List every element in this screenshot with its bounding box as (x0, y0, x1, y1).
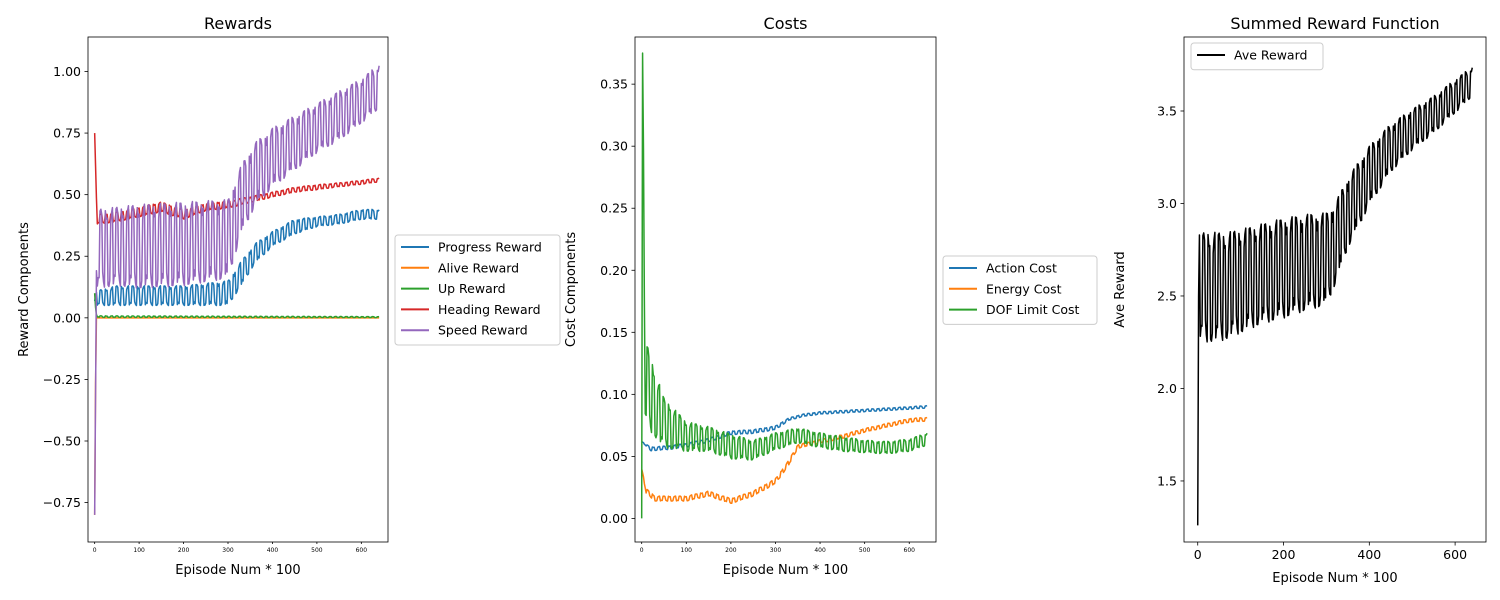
y-tick-label: 2.0 (1157, 381, 1177, 396)
x-tick-label: 0 (640, 547, 644, 554)
chart-title: Costs (764, 14, 808, 33)
y-axis-label: Cost Components (564, 232, 579, 348)
y-tick-label: 0.35 (600, 77, 628, 92)
legend-label: Heading Reward (438, 302, 541, 317)
legend-box (942, 255, 1098, 325)
y-tick-label: 0.00 (600, 511, 628, 526)
y-tick-label: 0.75 (53, 126, 81, 141)
x-tick-label: 300 (770, 547, 782, 554)
y-tick-label: 0.50 (53, 187, 81, 202)
legend-label: Progress Reward (438, 240, 542, 255)
x-tick-label: 400 (814, 547, 826, 554)
legend-label: Action Cost (986, 261, 1057, 276)
legend-label: Energy Cost (986, 281, 1062, 296)
series-line-speed-reward (93, 65, 380, 515)
y-tick-label: 1.00 (53, 64, 81, 79)
legend-label: Alive Reward (438, 260, 519, 275)
series-line-ave-reward (1196, 67, 1474, 526)
y-tick-label: 3.0 (1157, 196, 1177, 211)
x-axis-label: Episode Num * 100 (723, 563, 848, 578)
x-tick-label: 600 (356, 547, 368, 554)
x-tick-label: 400 (267, 547, 279, 554)
chart-panel-1: Rewards 0 100 200 300 400 500 600 −0.75 −0.50 −0.2… (17, 14, 561, 578)
y-tick-label: 1.5 (1157, 473, 1177, 488)
chart-title: Summed Reward Function (1230, 14, 1439, 33)
series-line-heading-reward (93, 133, 380, 225)
y-tick-label: −0.50 (43, 434, 81, 449)
y-tick-label: 0.05 (600, 449, 628, 464)
x-tick-label: 0 (1194, 547, 1202, 562)
x-tick-label: 600 (1443, 547, 1467, 562)
legend: Action Cost Energy Cost DOF Limit Cost (942, 255, 1098, 325)
x-tick-label: 500 (859, 547, 871, 554)
y-tick-label: 0.20 (600, 263, 628, 278)
chart-panel-3: Summed Reward Function 0 200 400 600 1.5 2.0 2.… (1113, 14, 1487, 586)
x-tick-label: 200 (725, 547, 737, 554)
series-line-dof-limit-cost (640, 52, 928, 519)
x-tick-label: 0 (93, 547, 97, 554)
series-line-alive-reward (93, 317, 380, 515)
legend: Ave Reward (1190, 42, 1324, 71)
legend-box (1190, 42, 1324, 71)
y-tick-label: 0.10 (600, 387, 628, 402)
plot-frame (87, 36, 389, 543)
legend: Progress Reward Alive Reward Up Reward Head… (394, 234, 561, 346)
series-line-up-reward (93, 293, 380, 319)
y-tick-label: −0.25 (43, 372, 81, 387)
y-tick-label: 3.5 (1157, 103, 1177, 118)
y-tick-label: 0.30 (600, 139, 628, 154)
x-tick-label: 600 (904, 547, 916, 554)
plot-frame (634, 36, 937, 543)
y-tick-label: 2.5 (1157, 288, 1177, 303)
plot-frame (1183, 36, 1487, 543)
series-line-energy-cost (640, 416, 928, 505)
x-tick-label: 100 (681, 547, 693, 554)
y-tick-label: 0.25 (53, 249, 81, 264)
y-tick-label: 0.25 (600, 201, 628, 216)
legend-label: DOF Limit Cost (986, 302, 1079, 317)
chart-title: Rewards (204, 14, 272, 33)
x-tick-label: 400 (1357, 547, 1381, 562)
y-tick-label: 0.00 (53, 310, 81, 325)
x-tick-label: 500 (311, 547, 323, 554)
y-axis-label: Ave Reward (1113, 251, 1128, 327)
x-tick-label: 100 (133, 547, 145, 554)
series-line-progress-reward (93, 208, 380, 307)
x-axis-label: Episode Num * 100 (1272, 571, 1397, 586)
x-tick-label: 200 (1272, 547, 1296, 562)
chart-panel-2: Costs 0 100 200 300 400 500 600 0.00 0.05 0.10 0.15… (564, 14, 1098, 578)
x-tick-label: 200 (178, 547, 190, 554)
legend-label: Ave Reward (1234, 48, 1307, 63)
x-tick-label: 300 (222, 547, 234, 554)
legend-label: Speed Reward (438, 323, 528, 338)
y-axis-label: Reward Components (17, 222, 32, 357)
legend-label: Up Reward (438, 281, 506, 296)
legend-box (394, 234, 561, 346)
y-tick-label: −0.75 (43, 495, 81, 510)
x-axis-label: Episode Num * 100 (175, 563, 300, 578)
y-tick-label: 0.15 (600, 325, 628, 340)
